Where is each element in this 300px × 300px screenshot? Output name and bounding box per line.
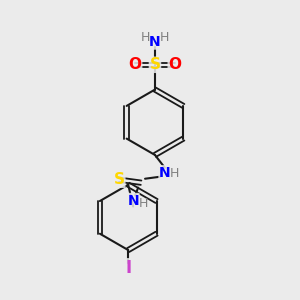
Text: H: H bbox=[140, 31, 150, 44]
Text: O: O bbox=[168, 57, 181, 72]
Text: S: S bbox=[114, 172, 125, 187]
Text: H: H bbox=[170, 167, 179, 180]
Text: N: N bbox=[127, 194, 139, 208]
Text: N: N bbox=[159, 166, 171, 180]
Text: H: H bbox=[138, 197, 148, 210]
Text: H: H bbox=[160, 31, 170, 44]
Text: N: N bbox=[149, 35, 161, 49]
Text: S: S bbox=[149, 57, 161, 72]
Text: I: I bbox=[125, 259, 131, 277]
Text: O: O bbox=[129, 57, 142, 72]
